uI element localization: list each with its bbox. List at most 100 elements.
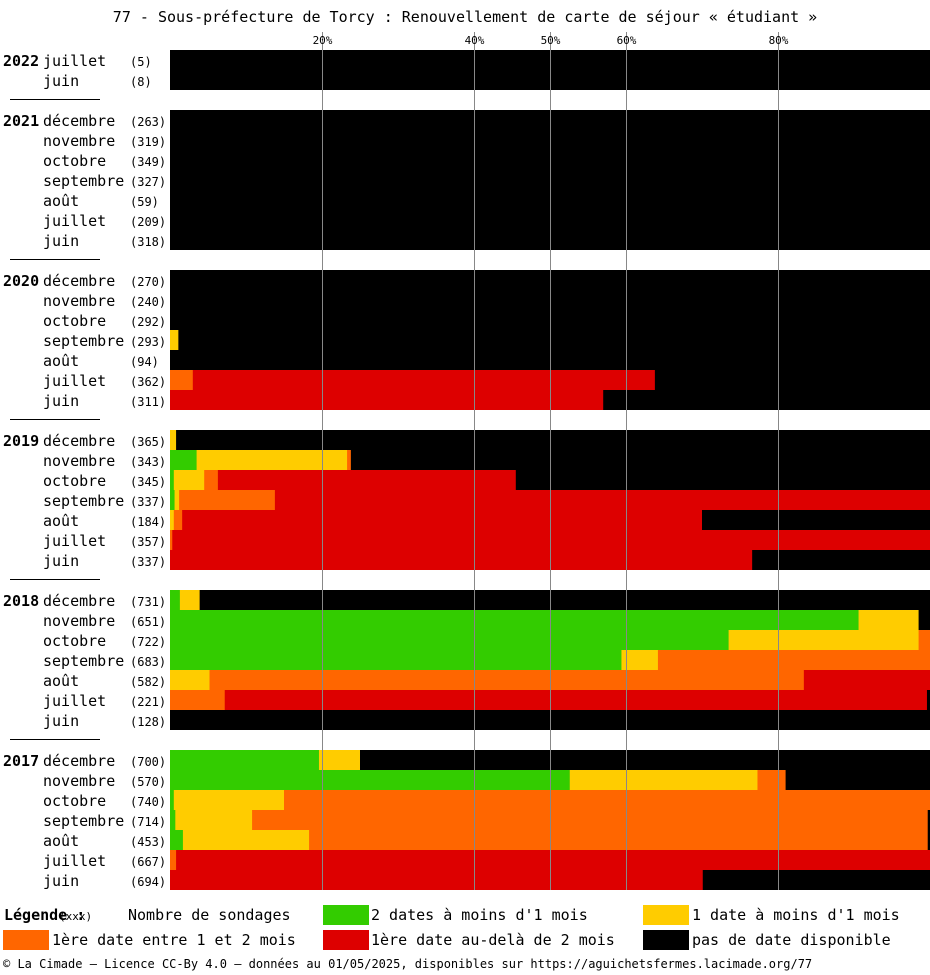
month-label: octobre (43, 152, 106, 170)
legend-swatch-lt1m-2dates (323, 905, 369, 925)
bar-segment-none (918, 610, 930, 630)
count-label: (651) (130, 615, 166, 629)
month-label: juin (43, 392, 79, 410)
month-label: juin (43, 232, 79, 250)
legend-swatch-lt1m-1date (643, 905, 689, 925)
month-label: novembre (43, 772, 115, 790)
bar-segment-m1to2 (347, 450, 352, 470)
bar-segment-none (350, 450, 930, 470)
legend-swatch-none (643, 930, 689, 950)
count-label: (318) (130, 235, 166, 249)
count-label: (349) (130, 155, 166, 169)
x-tick-label: 60% (617, 34, 637, 47)
month-label: juillet (43, 52, 106, 70)
count-label: (221) (130, 695, 166, 709)
bar-segment-m1to2 (170, 850, 177, 870)
bar-segment-lt1m-1date (170, 430, 177, 450)
bar-segment-lt1m-1date (173, 790, 285, 810)
month-label: septembre (43, 652, 124, 670)
count-label: (722) (130, 635, 166, 649)
bar-segment-lt1m-2dates (170, 590, 181, 610)
month-label: décembre (43, 432, 115, 450)
bar-segment-m1to2 (309, 830, 929, 850)
count-label: (362) (130, 375, 166, 389)
bar-segment-none (178, 330, 930, 350)
bar-segment-lt1m-2dates (170, 450, 197, 470)
count-label: (94) (130, 355, 159, 369)
count-label: (694) (130, 875, 166, 889)
month-label: novembre (43, 612, 115, 630)
x-tick-label: 50% (541, 34, 561, 47)
bar-segment-m1to2 (757, 770, 786, 790)
legend-label-gt2m: 1ère date au-delà de 2 mois (371, 931, 615, 949)
bar-segment-m1to2 (170, 370, 194, 390)
bar-segment-m1to2 (209, 670, 805, 690)
bar-segment-lt1m-2dates (170, 770, 571, 790)
bar-segment-lt1m-2dates (170, 650, 622, 670)
count-label: (740) (130, 795, 166, 809)
count-label: (714) (130, 815, 166, 829)
month-label: décembre (43, 272, 115, 290)
bar-segment-gt2m (170, 390, 604, 410)
bar-segment-lt1m-2dates (170, 610, 859, 630)
count-label: (5) (130, 55, 152, 69)
month-label: juin (43, 872, 79, 890)
month-label: août (43, 352, 79, 370)
bar-segment-lt1m-2dates (170, 810, 176, 830)
bar-segment-none (785, 770, 930, 790)
month-label: octobre (43, 792, 106, 810)
year-label: 2019 (3, 432, 39, 450)
bar-segment-none (360, 750, 930, 770)
legend-label-none: pas de date disponible (692, 931, 891, 949)
count-label: (343) (130, 455, 166, 469)
bar-segment-gt2m (172, 530, 930, 550)
month-label: novembre (43, 132, 115, 150)
stacked-bar-chart: 2022 juillet (5)juin (8)2021 décembre (263)no… (3, 32, 930, 890)
legend-count-marker: (xxx) (59, 910, 93, 923)
count-label: (327) (130, 175, 166, 189)
count-label: (667) (130, 855, 166, 869)
bar-segment-m1to2 (204, 470, 219, 490)
year-label: 2020 (3, 272, 39, 290)
bar-segment-lt1m-1date (174, 490, 180, 510)
x-tick-label: 20% (313, 34, 333, 47)
legend-swatch-gt2m (323, 930, 369, 950)
bar-segment-m1to2 (284, 790, 930, 810)
x-tick-label: 80% (769, 34, 789, 47)
month-label: décembre (43, 112, 115, 130)
bar-segment-gt2m (170, 550, 753, 570)
month-label: décembre (43, 752, 115, 770)
year-label: 2022 (3, 52, 39, 70)
bar-segment-lt1m-1date (170, 670, 210, 690)
month-label: juin (43, 712, 79, 730)
count-label: (292) (130, 315, 166, 329)
bar-segment-gt2m (170, 870, 704, 890)
bar-segment-gt2m (217, 470, 517, 490)
month-label: novembre (43, 452, 115, 470)
month-label: octobre (43, 472, 106, 490)
year-label: 2021 (3, 112, 39, 130)
count-label: (453) (130, 835, 166, 849)
month-label: juillet (43, 212, 106, 230)
bar-segment-gt2m (192, 370, 656, 390)
count-label: (570) (130, 775, 166, 789)
bar-segment-lt1m-1date (179, 590, 201, 610)
bar-segment-m1to2 (918, 630, 930, 650)
bar-segment-m1to2 (170, 530, 173, 550)
legend-count-label: Nombre de sondages (128, 906, 291, 924)
bar-segment-lt1m-1date (170, 330, 179, 350)
month-label: juillet (43, 532, 106, 550)
bar-segment-gt2m (182, 510, 703, 530)
bar-segment-lt1m-2dates (170, 490, 175, 510)
month-label: juin (43, 72, 79, 90)
legend-label-m1to2: 1ère date entre 1 et 2 mois (52, 931, 296, 949)
month-label: octobre (43, 632, 106, 650)
month-label: novembre (43, 292, 115, 310)
bar-segment-gt2m (224, 690, 928, 710)
count-label: (311) (130, 395, 166, 409)
bar-segment-none (702, 870, 930, 890)
count-label: (184) (130, 515, 166, 529)
count-label: (270) (130, 275, 166, 289)
month-label: octobre (43, 312, 106, 330)
bar-segment-none (654, 370, 930, 390)
